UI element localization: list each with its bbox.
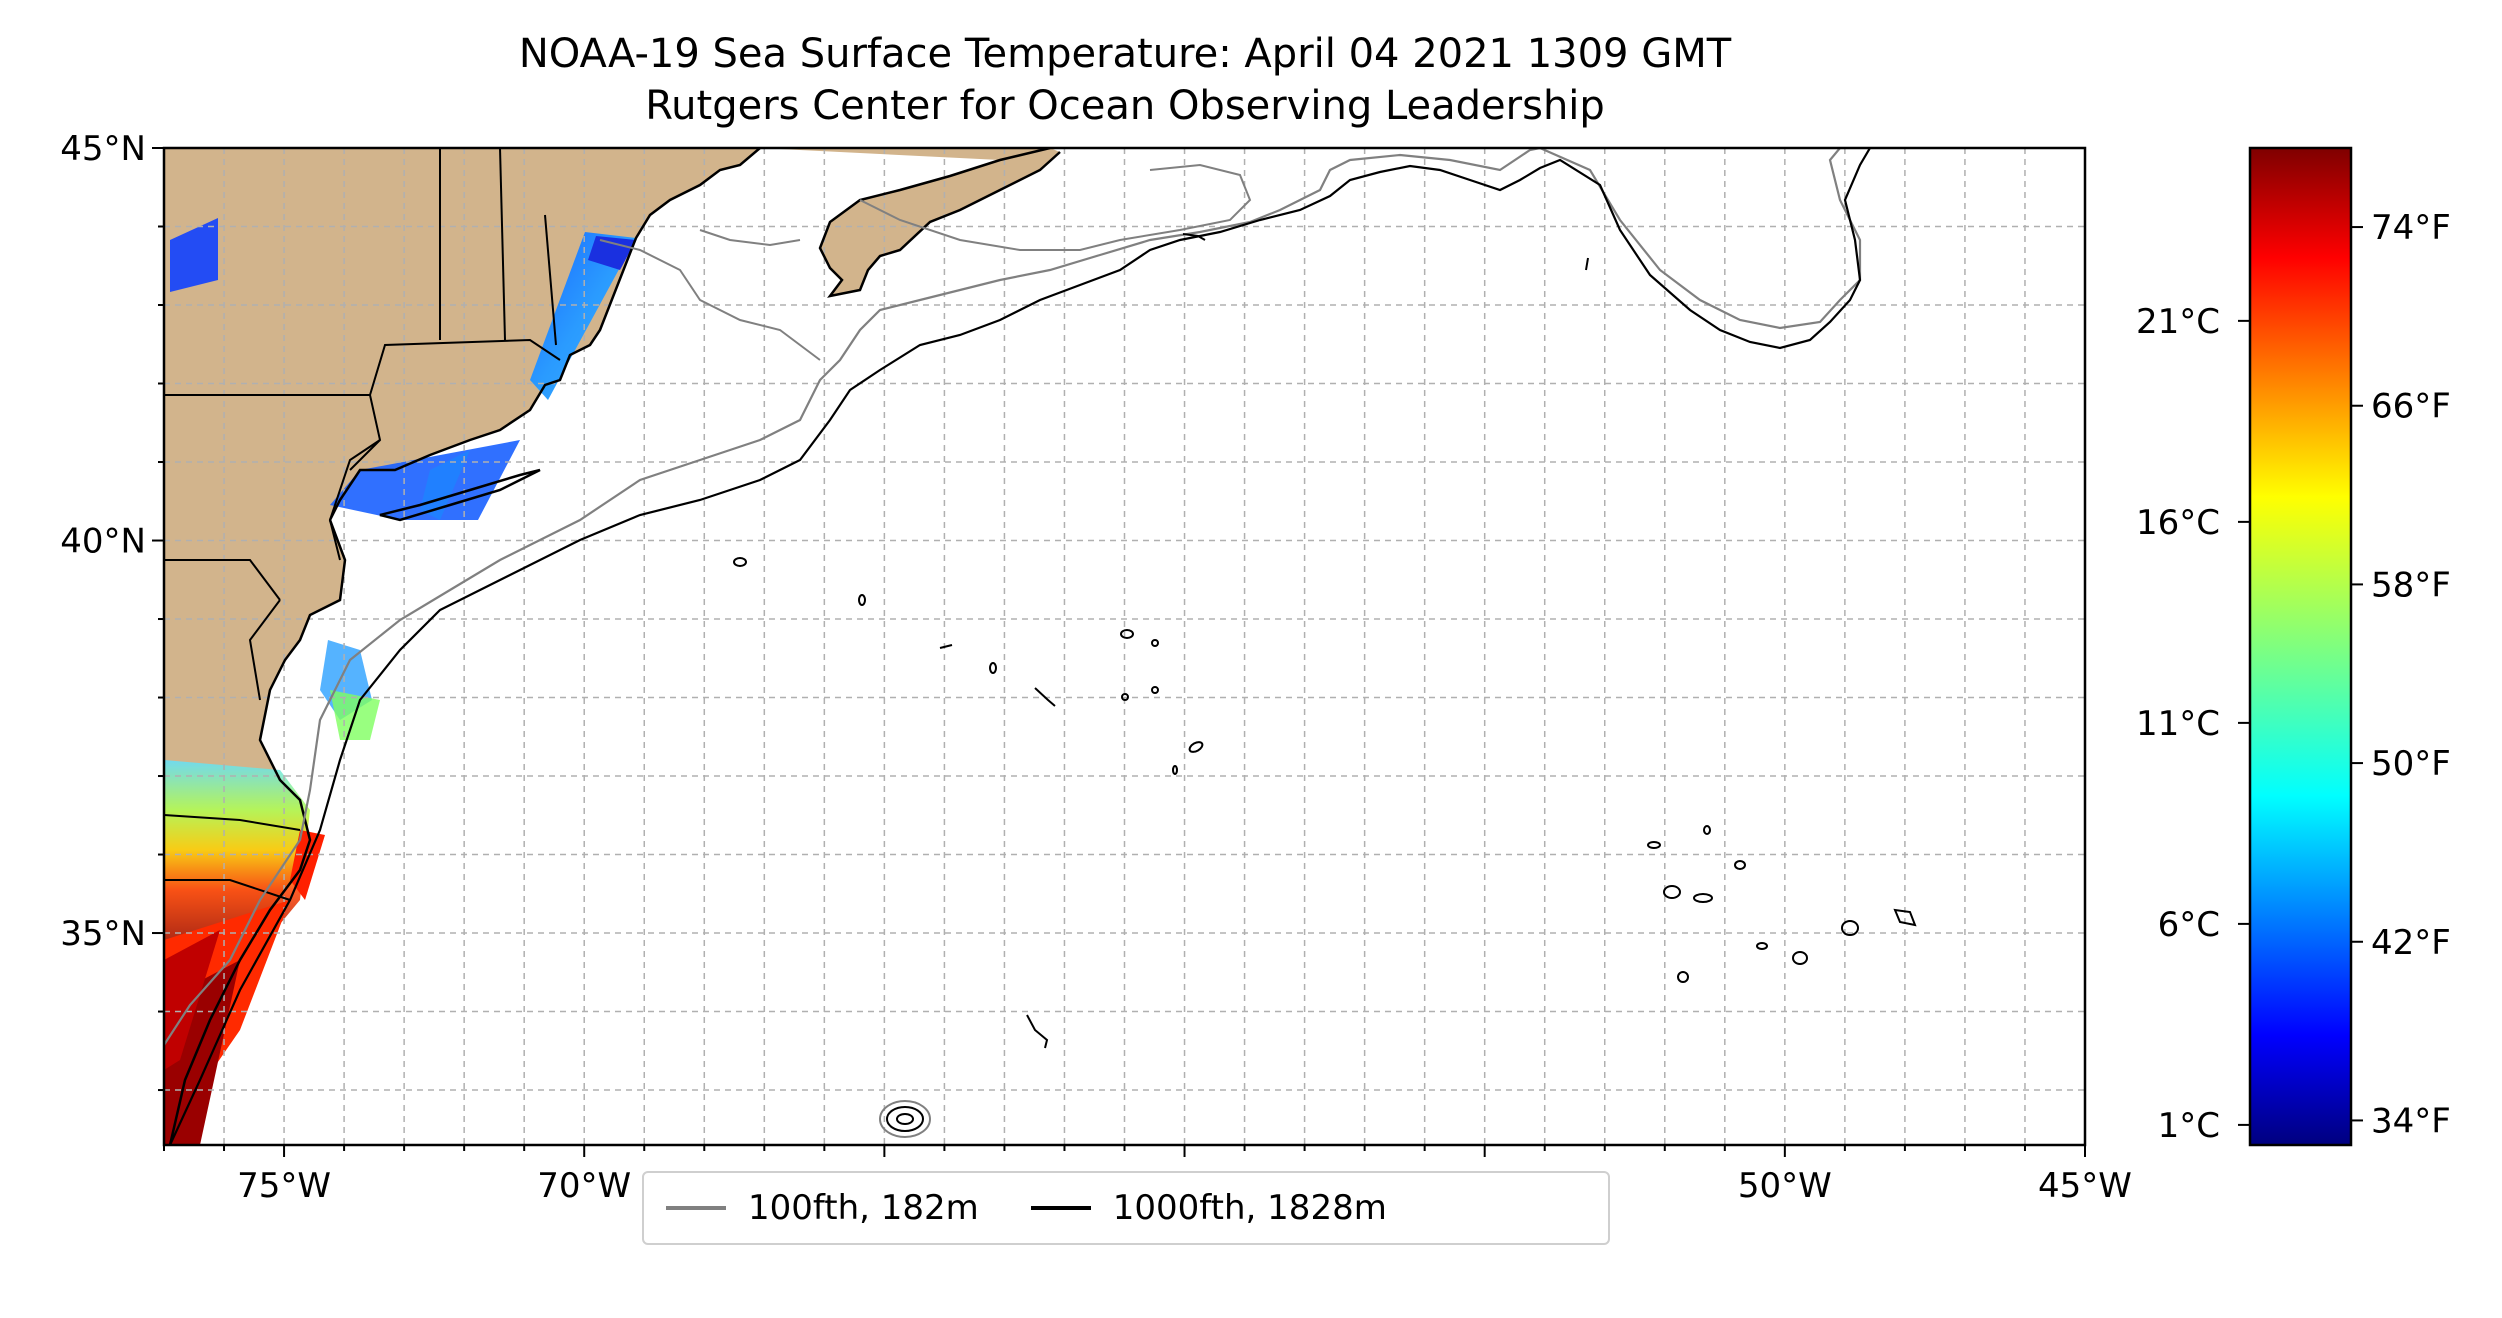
colorbar-label-celsius: 6°C [2158, 905, 2220, 945]
coastline-mid-atlantic [168, 519, 347, 1145]
x-tick-label: 70°W [537, 1166, 631, 1206]
contour-100fth-gulf-of-maine [599, 163, 1252, 361]
colorbar-label-fahrenheit: 66°F [2371, 387, 2451, 427]
legend-label-100fth: 100fth, 182m [748, 1188, 979, 1228]
state-boundaries [164, 148, 561, 901]
x-tick-label: 75°W [237, 1166, 331, 1206]
land-mass-north [164, 148, 1050, 1145]
legend: 100fth, 182m 1000fth, 1828m [642, 1171, 1610, 1245]
y-axis: 45°N 40°N 35°N [60, 129, 164, 1092]
colorbar-label-fahrenheit: 42°F [2371, 923, 2451, 963]
long-island [379, 468, 541, 522]
legend-item-1000fth: 1000fth, 1828m [1030, 1188, 1387, 1228]
land-mass-nova-scotia [820, 148, 1060, 290]
legend-item-100fth: 100fth, 182m [666, 1188, 979, 1228]
colorbar-label-fahrenheit: 58°F [2371, 565, 2451, 605]
colorbar-label-celsius: 1°C [2158, 1106, 2220, 1146]
contour-100fth-newfoundland [1539, 148, 1862, 330]
colorbar-label-celsius: 21°C [2136, 302, 2220, 342]
map-plot-area [164, 148, 2085, 1145]
legend-swatch-100fth [666, 1206, 726, 1210]
colorbar: 21°C 16°C 11°C 6°C 1°C 74°F 66°F 58°F 50°F 42°F 3… [2136, 146, 2451, 1147]
x-tick-label: 45°W [2038, 1166, 2132, 1206]
coastline-new-england [328, 148, 761, 521]
coastline [818, 148, 1061, 298]
y-tick-label: 45°N [60, 129, 146, 169]
title-line-1: NOAA-19 Sea Surface Temperature: April 0… [518, 31, 1732, 77]
colorbar-label-celsius: 16°C [2136, 503, 2220, 543]
seamounts [733, 233, 1917, 1132]
colorbar-label-celsius: 11°C [2136, 704, 2220, 744]
contour-100fth [164, 148, 1541, 1046]
colorbar-gradient [2250, 148, 2351, 1145]
y-tick-label: 35°N [60, 914, 146, 954]
colorbar-label-fahrenheit: 50°F [2371, 744, 2451, 784]
title-line-2: Rutgers Center for Ocean Observing Leade… [645, 83, 1605, 129]
contour-1000fth [169, 148, 1871, 1145]
chart-title: NOAA-19 Sea Surface Temperature: April 0… [0, 28, 2250, 132]
legend-label-1000fth: 1000fth, 1828m [1112, 1188, 1387, 1228]
seamounts-grey [879, 1100, 931, 1138]
legend-swatch-1000fth [1030, 1206, 1091, 1210]
x-tick-label: 50°W [1738, 1166, 1832, 1206]
colorbar-frame [2248, 146, 2353, 1147]
colorbar-label-fahrenheit: 34°F [2371, 1101, 2451, 1141]
colorbar-label-fahrenheit: 74°F [2371, 208, 2451, 248]
y-tick-label: 40°N [60, 522, 146, 562]
